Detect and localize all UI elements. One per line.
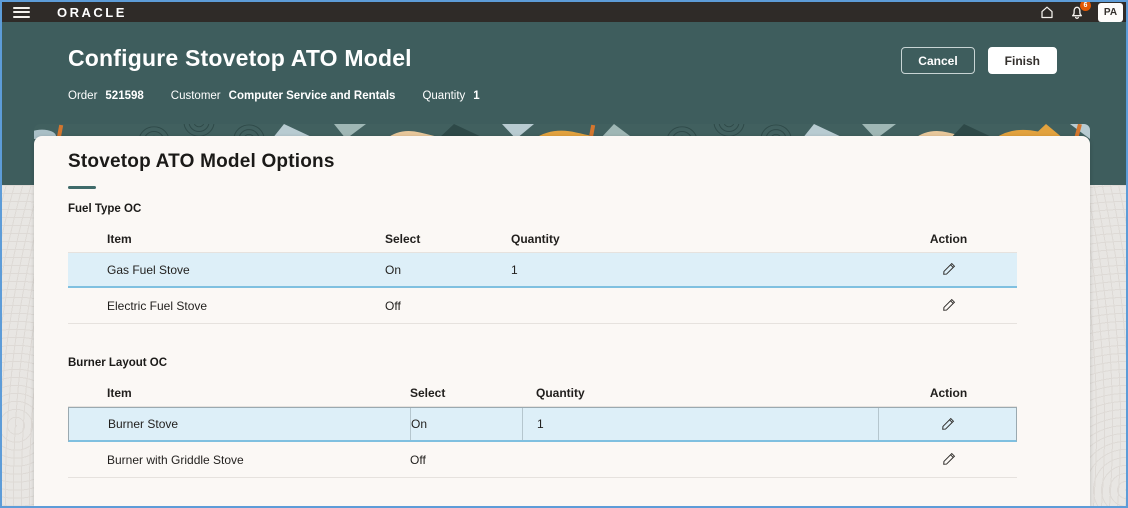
edit-action-button[interactable] xyxy=(940,260,958,278)
table-row-electric-fuel-stove[interactable]: Electric Fuel Stove Off xyxy=(68,288,1017,324)
column-header-item: Item xyxy=(107,386,132,400)
section-label-burner-layout: Burner Layout OC xyxy=(68,357,168,369)
table-row-burner-with-griddle-stove[interactable]: Burner with Griddle Stove Off xyxy=(68,442,1017,478)
column-header-action: Action xyxy=(929,386,968,400)
order-number: Order 521598 xyxy=(68,90,144,102)
title-underline xyxy=(68,186,96,189)
customer-name: Customer Computer Service and Rentals xyxy=(170,90,396,102)
column-header-select: Select xyxy=(385,232,421,246)
burner-layout-table: Item Select Quantity Action Burner Stove… xyxy=(68,380,1017,478)
section-label-fuel-type: Fuel Type OC xyxy=(68,203,142,215)
header-actions: Cancel Finish xyxy=(901,47,1057,74)
select-cell: On xyxy=(385,262,402,277)
select-cell: Off xyxy=(410,452,426,467)
hamburger-icon[interactable] xyxy=(13,6,30,18)
pencil-icon xyxy=(942,452,955,465)
card-title: Stovetop ATO Model Options xyxy=(68,151,335,172)
content-card: Stovetop ATO Model Options Fuel Type OC … xyxy=(34,136,1090,506)
column-header-action: Action xyxy=(929,232,968,246)
home-button[interactable] xyxy=(1038,3,1056,21)
quantity-cell: 1 xyxy=(537,417,544,431)
cancel-button[interactable]: Cancel xyxy=(901,47,975,74)
column-header-select: Select xyxy=(410,386,446,400)
pencil-icon xyxy=(942,262,955,275)
topbar-actions: 6 PA xyxy=(1038,2,1126,22)
table-header-row: Item Select Quantity Action xyxy=(68,380,1017,407)
notifications-button[interactable]: 6 xyxy=(1068,2,1091,21)
column-header-item: Item xyxy=(107,232,132,246)
edit-action-button[interactable] xyxy=(939,415,957,433)
page-title: Configure Stovetop ATO Model xyxy=(68,45,412,71)
column-header-quantity: Quantity xyxy=(511,232,560,246)
item-cell: Electric Fuel Stove xyxy=(107,298,208,313)
order-meta: Order 521598 Customer Computer Service a… xyxy=(68,90,480,102)
pencil-icon xyxy=(941,417,954,430)
item-cell: Burner Stove xyxy=(69,408,411,440)
banner-pattern-icon xyxy=(34,124,1090,139)
decorative-banner xyxy=(34,124,1090,139)
pencil-icon xyxy=(942,298,955,311)
edit-action-button[interactable] xyxy=(940,450,958,468)
fuel-type-table: Item Select Quantity Action Gas Fuel Sto… xyxy=(68,226,1017,324)
select-cell: Off xyxy=(385,298,401,313)
select-cell: On xyxy=(411,408,523,440)
table-row-burner-stove[interactable]: Burner Stove On 1 xyxy=(68,407,1017,442)
table-header-row: Item Select Quantity Action xyxy=(68,226,1017,253)
bell-icon xyxy=(1072,6,1082,19)
quantity-cell: 1 xyxy=(511,262,518,277)
global-topbar: ORACLE 6 PA xyxy=(2,2,1126,22)
item-cell: Burner with Griddle Stove xyxy=(107,452,244,467)
notification-badge: 6 xyxy=(1080,2,1091,11)
order-quantity: Quantity 1 xyxy=(422,90,480,102)
finish-button[interactable]: Finish xyxy=(987,47,1057,74)
oracle-logo: ORACLE xyxy=(57,4,127,20)
item-cell: Gas Fuel Stove xyxy=(107,262,190,277)
table-row-gas-fuel-stove[interactable]: Gas Fuel Stove On 1 xyxy=(68,253,1017,288)
column-header-quantity: Quantity xyxy=(536,386,585,400)
edit-action-button[interactable] xyxy=(940,296,958,314)
user-avatar[interactable]: PA xyxy=(1098,2,1123,22)
home-icon xyxy=(1041,6,1053,18)
